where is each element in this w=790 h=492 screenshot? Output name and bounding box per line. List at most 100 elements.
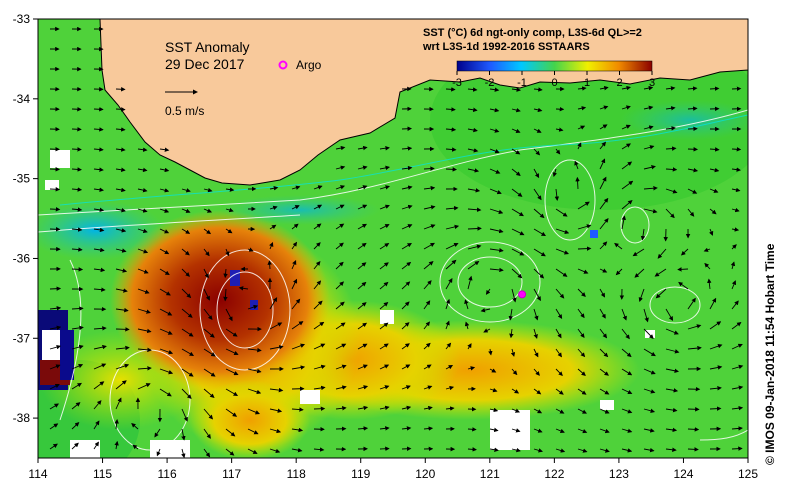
current-vector-arrow (467, 127, 478, 133)
lat-tick-label: -33 (13, 12, 31, 26)
current-vector-arrow (577, 328, 585, 339)
current-vector-arrow (511, 428, 521, 433)
current-vector-arrow (379, 426, 390, 431)
current-vector-arrow (555, 368, 563, 377)
current-vector-arrow (423, 426, 434, 431)
current-vector-arrow (71, 187, 83, 192)
current-vector-arrow (665, 167, 678, 172)
current-vector-arrow (621, 308, 627, 321)
current-vector-arrow (643, 186, 658, 191)
current-vector-arrow (181, 448, 186, 458)
current-vector-arrow (71, 247, 83, 252)
current-vector-arrow (599, 141, 607, 150)
current-vector-arrow (533, 188, 542, 201)
current-vector-arrow (401, 405, 412, 411)
current-vector-arrow (357, 262, 367, 270)
current-vector-arrow (225, 388, 239, 396)
current-vector-arrow (533, 388, 542, 395)
current-vector-arrow (555, 248, 569, 255)
current-vector-arrow (643, 348, 656, 357)
current-vector-arrow (615, 268, 623, 276)
current-vector-arrow (49, 403, 59, 410)
current-vector-arrow (71, 422, 80, 430)
current-vector-arrow (181, 428, 186, 441)
current-vector-arrow (577, 268, 589, 274)
current-vector-arrow (291, 223, 299, 230)
current-vector-arrow (599, 408, 610, 414)
current-vector-arrow (154, 428, 161, 438)
current-vector-arrow (379, 281, 389, 290)
current-vector-arrow (511, 447, 521, 453)
current-vector-arrow (269, 224, 277, 230)
current-vector-arrow (115, 397, 122, 410)
current-vector-arrow (643, 208, 658, 214)
current-vector-arrow (687, 188, 698, 194)
colorbar (456, 60, 653, 72)
current-vector-arrow (599, 448, 610, 453)
current-vector-arrow (379, 185, 390, 190)
legend-title-line2: wrt L3S-1d 1992-2016 SSTAARS (422, 41, 590, 53)
current-vector-arrow (621, 161, 633, 170)
current-vector-arrow (423, 321, 431, 330)
current-vector-arrow (731, 244, 737, 250)
current-vector-arrow (238, 286, 249, 291)
current-vectors (49, 26, 744, 458)
current-vector-arrow (181, 408, 188, 422)
current-vector-arrow (401, 364, 411, 370)
current-vector-arrow (203, 388, 215, 399)
current-vector-arrow (731, 426, 743, 431)
current-vector-arrow (665, 208, 675, 219)
current-vector-arrow (533, 428, 543, 433)
current-vector-arrow (577, 348, 586, 358)
current-vector-arrow (71, 325, 84, 331)
current-vector-arrow (93, 267, 106, 273)
argo-legend-label: Argo (296, 58, 322, 72)
current-vector-arrow (654, 268, 667, 277)
current-vector-arrow (313, 385, 326, 391)
ssh-contours (38, 109, 748, 451)
current-vector-arrow (115, 288, 128, 293)
current-vector-arrow (181, 228, 191, 234)
current-vector-arrow (93, 167, 104, 172)
current-vector-arrow (137, 167, 148, 173)
colorbar-tick-label: 0 (551, 77, 557, 89)
current-vector-arrow (93, 400, 102, 410)
current-vector-arrow (555, 228, 570, 235)
current-vector-arrow (335, 385, 347, 390)
argo-float-marker[interactable] (518, 290, 527, 299)
current-vector-arrow (137, 228, 148, 233)
current-vector-arrow (203, 368, 216, 377)
current-vector-arrow (621, 328, 630, 340)
current-vector-arrow (489, 407, 499, 413)
lon-tick-label: 117 (222, 467, 241, 481)
current-vector-arrow (445, 87, 456, 92)
current-vector-arrow (49, 384, 60, 390)
current-vector-arrow (489, 248, 504, 253)
current-vector-arrow (533, 128, 542, 133)
current-vector-arrow (159, 147, 170, 152)
current-vector-arrow (464, 299, 469, 310)
current-vector-arrow (621, 124, 631, 130)
current-vector-arrow (599, 218, 609, 230)
current-vector-arrow (357, 185, 368, 190)
current-vector-arrow (445, 147, 457, 152)
current-vector-arrow (643, 328, 654, 339)
current-vector-arrow (489, 267, 504, 273)
current-vector-arrow (467, 207, 482, 212)
current-vector-arrow (511, 188, 523, 197)
current-vector-arrow (335, 185, 345, 190)
current-vector-arrow (467, 244, 482, 250)
current-vector-arrow (677, 267, 689, 272)
current-vector-arrow (533, 248, 546, 257)
land-mass (99, 19, 748, 186)
lon-tick-label: 119 (351, 467, 370, 481)
current-vector-arrow (621, 448, 633, 453)
lat-tick-label: -37 (13, 331, 31, 345)
current-vector-arrow (115, 248, 127, 253)
map-title: SST Anomaly (165, 39, 250, 55)
current-vector-arrow (575, 176, 580, 190)
current-vector-arrow (335, 343, 347, 350)
current-vector-arrow (665, 348, 680, 354)
current-vector-arrow (401, 204, 413, 210)
current-vector-arrow (379, 204, 390, 210)
